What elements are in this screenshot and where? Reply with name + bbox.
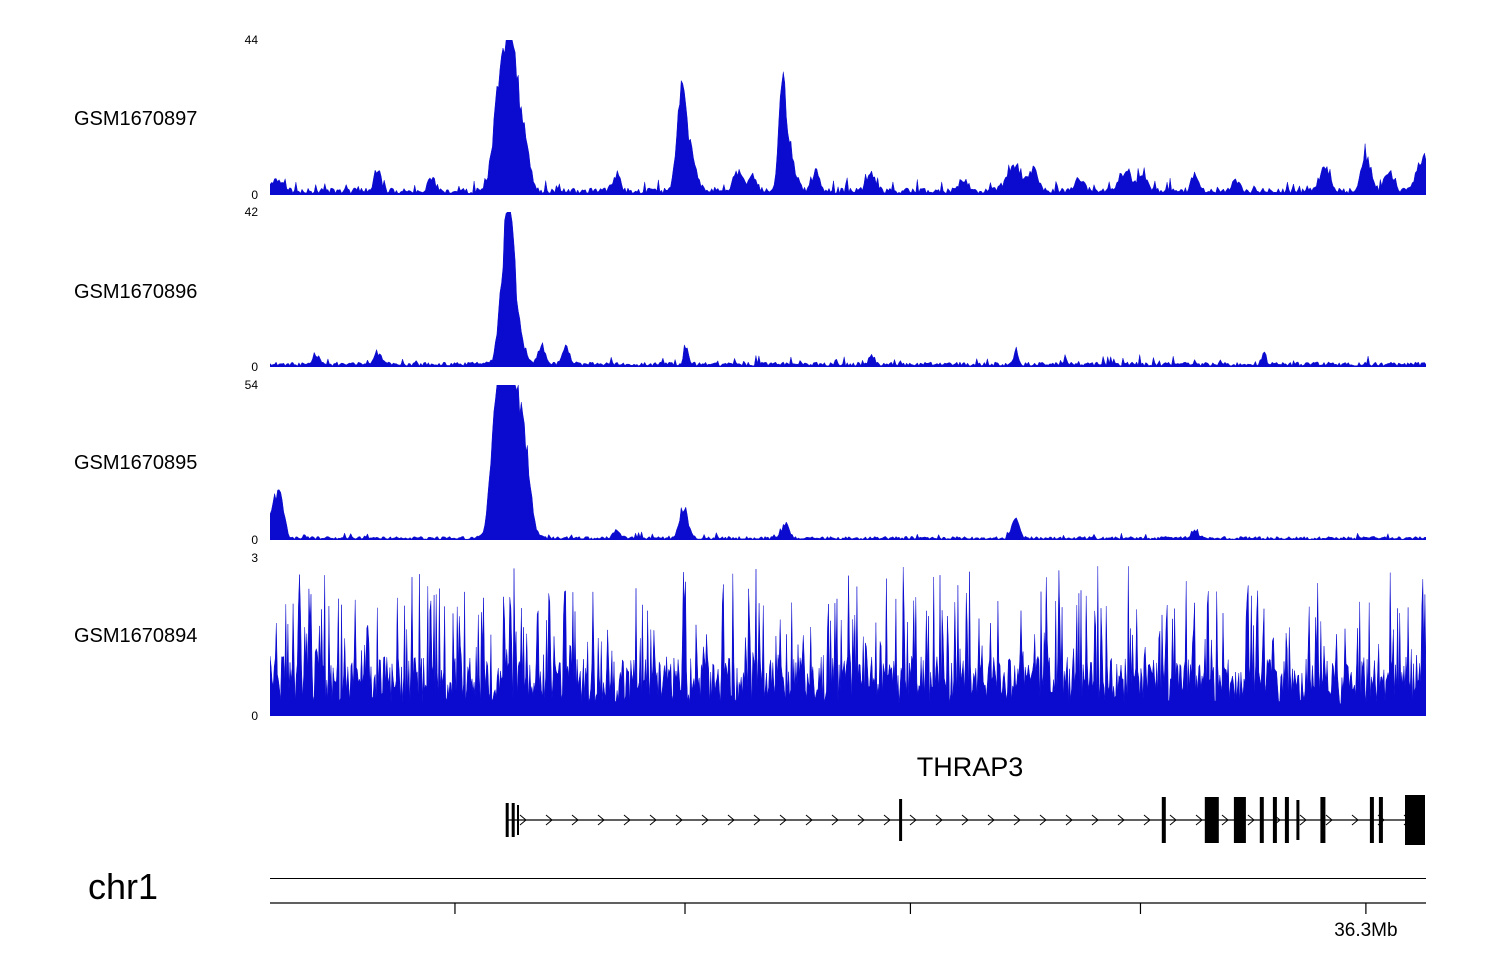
yaxis-zero-label: 0 <box>251 360 258 374</box>
exon-box <box>517 805 519 835</box>
strand-arrow-icon <box>545 814 553 826</box>
track-label: GSM1670896 <box>74 281 198 303</box>
strand-arrow-icon <box>1065 814 1073 826</box>
exon-box <box>1161 797 1166 843</box>
strand-arrow-icon <box>961 814 969 826</box>
strand-arrow-icon <box>909 814 917 826</box>
exon-box <box>1284 797 1289 843</box>
strand-arrow-icon <box>519 814 527 826</box>
yaxis-zero-label: 0 <box>251 709 258 723</box>
strand-arrow-icon <box>649 814 657 826</box>
coverage-track <box>270 566 1426 716</box>
ruler-position-label: 36.3Mb <box>1334 920 1397 941</box>
strand-arrow-icon <box>883 814 891 826</box>
coverage-track <box>270 385 1426 540</box>
strand-arrow-icon <box>1169 814 1177 826</box>
strand-arrow-icon <box>571 814 579 826</box>
strand-arrow-icon <box>779 814 787 826</box>
strand-arrow-icon <box>935 814 943 826</box>
strand-arrow-icon <box>727 814 735 826</box>
exon-box <box>1405 795 1425 845</box>
strand-arrow-icon <box>1351 814 1359 826</box>
strand-arrow-icon <box>753 814 761 826</box>
signal-area <box>270 212 1426 367</box>
signal-area <box>270 385 1426 540</box>
gene-model-svg <box>505 795 1425 845</box>
exon-box <box>899 799 903 841</box>
exon-box <box>1259 797 1264 843</box>
strand-arrow-icon <box>1247 814 1255 826</box>
strand-arrow-icon <box>857 814 865 826</box>
strand-arrow-icon <box>831 814 839 826</box>
strand-arrow-icon <box>1325 814 1333 826</box>
yaxis-zero-label: 0 <box>251 533 258 547</box>
track-label: GSM1670897 <box>74 108 198 130</box>
gene-name-label: THRAP3 <box>916 752 1024 782</box>
coverage-track <box>270 212 1426 367</box>
yaxis-max-label: 3 <box>251 551 258 565</box>
exon-box <box>511 803 515 837</box>
track-label: GSM1670895 <box>74 452 198 474</box>
strand-arrow-icon <box>805 814 813 826</box>
exon-box <box>1233 797 1246 843</box>
yaxis-max-label: 44 <box>244 33 258 47</box>
strand-arrow-icon <box>1299 814 1307 826</box>
track-label: GSM1670894 <box>74 625 198 647</box>
chromosome-label: chr1 <box>88 866 159 907</box>
yaxis-max-label: 54 <box>244 378 258 392</box>
signal-area <box>270 566 1426 716</box>
coverage-track <box>270 40 1426 195</box>
strand-arrow-icon <box>1013 814 1021 826</box>
strand-arrow-icon <box>623 814 631 826</box>
chromosome-line <box>270 878 1426 879</box>
exon-box <box>505 803 509 837</box>
exon-box <box>1320 797 1326 843</box>
strand-arrow-icon <box>1143 814 1151 826</box>
exon-box <box>1272 797 1277 843</box>
yaxis-zero-label: 0 <box>251 188 258 202</box>
signal-area <box>270 40 1426 195</box>
strand-arrow-icon <box>701 814 709 826</box>
exon-box <box>1378 797 1383 843</box>
strand-arrow-icon <box>1039 814 1047 826</box>
strand-arrow-icon <box>987 814 995 826</box>
strand-arrow-icon <box>1091 814 1099 826</box>
yaxis-max-label: 42 <box>244 205 258 219</box>
exon-box <box>1296 800 1300 840</box>
genome-ruler: 36.3Mb <box>270 902 1426 941</box>
strand-arrow-icon <box>1221 814 1229 826</box>
exon-box <box>1204 797 1219 843</box>
strand-arrow-icon <box>1117 814 1125 826</box>
strand-arrow-icon <box>1195 814 1203 826</box>
strand-arrow-icon <box>597 814 605 826</box>
exon-box <box>1369 797 1374 843</box>
strand-arrow-icon <box>675 814 683 826</box>
